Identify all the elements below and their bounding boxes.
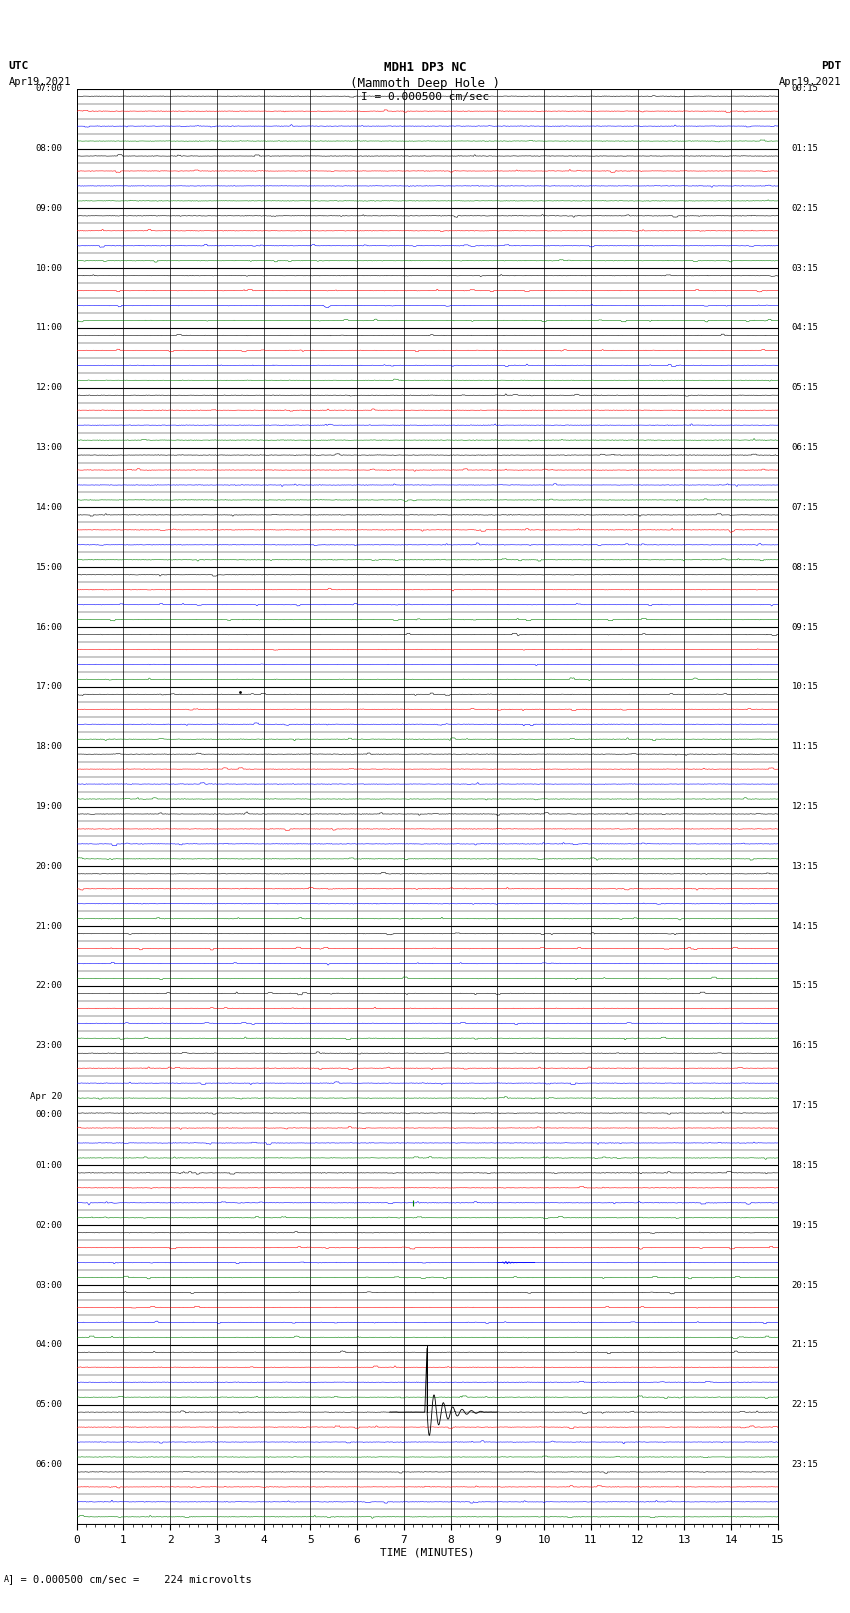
Text: 02:15: 02:15 bbox=[791, 203, 819, 213]
Text: UTC: UTC bbox=[8, 61, 29, 71]
Text: 15:15: 15:15 bbox=[791, 981, 819, 990]
Text: PDT: PDT bbox=[821, 61, 842, 71]
Text: 08:15: 08:15 bbox=[791, 563, 819, 571]
Text: I = 0.000500 cm/sec: I = 0.000500 cm/sec bbox=[361, 92, 489, 102]
Text: 11:15: 11:15 bbox=[791, 742, 819, 752]
Text: 16:15: 16:15 bbox=[791, 1042, 819, 1050]
Text: Apr19,2021: Apr19,2021 bbox=[8, 77, 71, 87]
Text: 23:00: 23:00 bbox=[36, 1042, 63, 1050]
Text: 00:00: 00:00 bbox=[36, 1110, 63, 1119]
Text: 00:15: 00:15 bbox=[791, 84, 819, 94]
Text: 13:15: 13:15 bbox=[791, 861, 819, 871]
Text: 02:00: 02:00 bbox=[36, 1221, 63, 1229]
Text: 16:00: 16:00 bbox=[36, 623, 63, 632]
Text: 03:15: 03:15 bbox=[791, 263, 819, 273]
Text: 17:15: 17:15 bbox=[791, 1102, 819, 1110]
Text: 18:15: 18:15 bbox=[791, 1161, 819, 1169]
Text: 12:15: 12:15 bbox=[791, 802, 819, 811]
Text: 14:15: 14:15 bbox=[791, 921, 819, 931]
Text: 06:15: 06:15 bbox=[791, 444, 819, 452]
Text: 15:00: 15:00 bbox=[36, 563, 63, 571]
Text: 22:00: 22:00 bbox=[36, 981, 63, 990]
Text: 21:15: 21:15 bbox=[791, 1340, 819, 1350]
Text: 07:15: 07:15 bbox=[791, 503, 819, 511]
Text: 23:15: 23:15 bbox=[791, 1460, 819, 1469]
Text: 14:00: 14:00 bbox=[36, 503, 63, 511]
Text: A: A bbox=[4, 1574, 9, 1584]
Text: 05:15: 05:15 bbox=[791, 384, 819, 392]
Text: 07:00: 07:00 bbox=[36, 84, 63, 94]
Text: MDH1 DP3 NC: MDH1 DP3 NC bbox=[383, 61, 467, 74]
Text: 06:00: 06:00 bbox=[36, 1460, 63, 1469]
Text: 18:00: 18:00 bbox=[36, 742, 63, 752]
Text: 20:15: 20:15 bbox=[791, 1281, 819, 1289]
Text: (Mammoth Deep Hole ): (Mammoth Deep Hole ) bbox=[350, 77, 500, 90]
Text: 19:15: 19:15 bbox=[791, 1221, 819, 1229]
Text: 17:00: 17:00 bbox=[36, 682, 63, 692]
X-axis label: TIME (MINUTES): TIME (MINUTES) bbox=[380, 1547, 474, 1558]
Text: 20:00: 20:00 bbox=[36, 861, 63, 871]
Text: 11:00: 11:00 bbox=[36, 324, 63, 332]
Text: 19:00: 19:00 bbox=[36, 802, 63, 811]
Text: 13:00: 13:00 bbox=[36, 444, 63, 452]
Text: 22:15: 22:15 bbox=[791, 1400, 819, 1410]
Text: 03:00: 03:00 bbox=[36, 1281, 63, 1289]
Text: 04:00: 04:00 bbox=[36, 1340, 63, 1350]
Text: Apr19,2021: Apr19,2021 bbox=[779, 77, 842, 87]
Text: 10:00: 10:00 bbox=[36, 263, 63, 273]
Text: 09:15: 09:15 bbox=[791, 623, 819, 632]
Text: 21:00: 21:00 bbox=[36, 921, 63, 931]
Text: 01:00: 01:00 bbox=[36, 1161, 63, 1169]
Text: 05:00: 05:00 bbox=[36, 1400, 63, 1410]
Text: 10:15: 10:15 bbox=[791, 682, 819, 692]
Text: 01:15: 01:15 bbox=[791, 144, 819, 153]
Text: 04:15: 04:15 bbox=[791, 324, 819, 332]
Text: 08:00: 08:00 bbox=[36, 144, 63, 153]
Text: Apr 20: Apr 20 bbox=[31, 1092, 63, 1102]
Text: ] = 0.000500 cm/sec =    224 microvolts: ] = 0.000500 cm/sec = 224 microvolts bbox=[8, 1574, 252, 1584]
Text: 09:00: 09:00 bbox=[36, 203, 63, 213]
Text: 12:00: 12:00 bbox=[36, 384, 63, 392]
